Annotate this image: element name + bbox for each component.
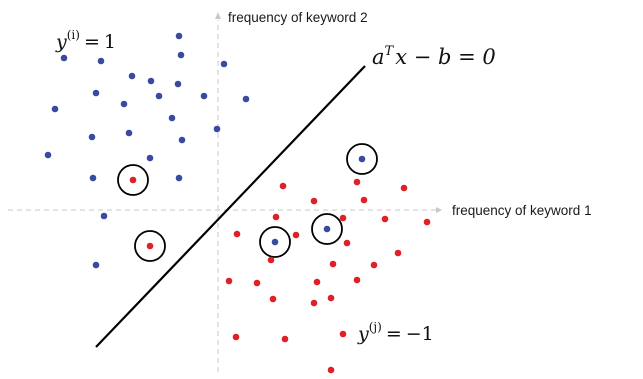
- misclassified-markers: [117, 143, 378, 262]
- positive-point: [220, 60, 228, 68]
- y-axis-label: frequency of keyword 2: [228, 10, 368, 25]
- positive-points: [44, 32, 366, 269]
- positive-point: [175, 174, 183, 182]
- negative-point: [339, 214, 347, 222]
- positive-point: [44, 151, 52, 159]
- positive-point: [147, 77, 155, 85]
- positive-point: [178, 136, 186, 144]
- positive-point: [100, 212, 108, 220]
- positive-point: [323, 225, 331, 233]
- negative-point: [292, 231, 300, 239]
- positive-point: [213, 125, 221, 133]
- positive-point: [177, 51, 185, 59]
- positive-point: [92, 89, 100, 97]
- positive-point: [168, 114, 176, 122]
- negative-point: [343, 239, 351, 247]
- positive-point: [51, 105, 59, 113]
- positive-point: [88, 133, 96, 141]
- highlight-circle: [134, 230, 166, 262]
- positive-point: [200, 92, 208, 100]
- negative-point: [279, 182, 287, 190]
- positive-class-sup: (i): [67, 28, 80, 42]
- negative-point: [327, 294, 335, 302]
- negative-class-var: y: [357, 323, 369, 345]
- positive-point: [358, 155, 366, 163]
- positive-point: [128, 72, 136, 80]
- positive-point: [120, 100, 128, 108]
- boundary-equation: aTx − b = 0: [372, 44, 496, 69]
- negative-point: [327, 366, 335, 374]
- negative-point: [269, 295, 277, 303]
- positive-point: [155, 92, 163, 100]
- negative-class-label: y(j) = −1: [357, 320, 434, 345]
- highlight-circle: [117, 164, 149, 196]
- negative-class-eq: =: [386, 323, 402, 345]
- negative-point: [281, 335, 289, 343]
- negative-point: [381, 215, 389, 223]
- negative-point: [129, 176, 137, 184]
- negative-point: [353, 276, 361, 284]
- positive-point: [60, 54, 68, 62]
- positive-point: [175, 32, 183, 40]
- negative-class-value: −1: [406, 323, 434, 345]
- equation-rest: x − b = 0: [395, 45, 496, 69]
- negative-point: [313, 278, 321, 286]
- positive-point: [242, 95, 250, 103]
- y-axis-arrowhead: [215, 12, 221, 19]
- decision-boundary-line: [95, 65, 366, 348]
- positive-point: [97, 57, 105, 65]
- positive-point: [271, 238, 279, 246]
- positive-point: [89, 174, 97, 182]
- negative-point: [370, 261, 378, 269]
- positive-point: [92, 261, 100, 269]
- negative-point: [353, 178, 361, 186]
- negative-point: [400, 184, 408, 192]
- negative-point: [310, 197, 318, 205]
- highlight-circle: [259, 226, 291, 258]
- positive-point: [146, 154, 154, 162]
- highlight-circle: [346, 143, 378, 175]
- positive-point: [125, 129, 133, 137]
- negative-point: [267, 256, 275, 264]
- equation-a: a: [372, 45, 385, 69]
- highlight-circle: [311, 213, 343, 245]
- x-axis-arrowhead: [436, 207, 442, 213]
- negative-point: [423, 218, 431, 226]
- negative-point: [394, 249, 402, 257]
- equation-transpose: T: [385, 44, 395, 59]
- negative-point: [253, 279, 261, 287]
- negative-point: [272, 213, 280, 221]
- positive-point: [174, 80, 182, 88]
- negative-class-sup: (j): [369, 320, 382, 334]
- positive-class-eq: =: [84, 31, 100, 53]
- negative-point: [360, 196, 368, 204]
- x-axis-label: frequency of keyword 1: [452, 203, 592, 218]
- negative-point: [233, 230, 241, 238]
- negative-point: [329, 260, 337, 268]
- negative-points: [129, 176, 431, 374]
- positive-class-label: y(i) = 1: [55, 28, 116, 53]
- positive-class-var: y: [55, 31, 67, 53]
- negative-point: [225, 277, 233, 285]
- negative-point: [232, 333, 240, 341]
- negative-point: [310, 299, 318, 307]
- negative-point: [339, 330, 347, 338]
- negative-point: [146, 242, 154, 250]
- positive-class-value: 1: [104, 31, 116, 53]
